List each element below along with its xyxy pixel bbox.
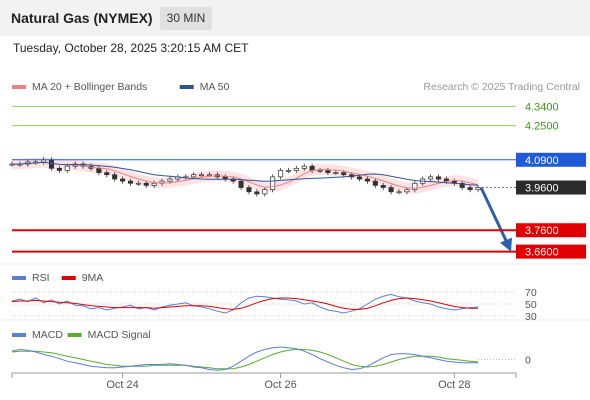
level-label-target: 4.3400 bbox=[525, 101, 559, 113]
candle-body bbox=[246, 187, 252, 193]
candle-body bbox=[341, 172, 347, 176]
level-label-bg-resistance bbox=[516, 152, 586, 167]
candle-body bbox=[48, 159, 55, 169]
candle-body bbox=[135, 182, 141, 185]
candle-body bbox=[467, 187, 473, 191]
candle-body bbox=[167, 178, 173, 182]
rsi-legend-label-0: RSI bbox=[32, 272, 50, 284]
candle-body bbox=[127, 180, 134, 184]
candle-body bbox=[388, 187, 394, 193]
candle-body bbox=[120, 178, 126, 182]
forecast-arrow-head bbox=[500, 237, 512, 252]
candle-body bbox=[428, 176, 434, 180]
level-label-target: 4.2500 bbox=[525, 121, 559, 133]
candle-body bbox=[151, 182, 157, 186]
price-legend-swatch-0 bbox=[12, 85, 26, 89]
candle-body bbox=[317, 170, 323, 172]
bollinger-band bbox=[12, 157, 478, 194]
candle-body bbox=[396, 191, 402, 194]
rsi-ma-line bbox=[11, 297, 478, 310]
level-label-support: 3.7600 bbox=[525, 225, 559, 237]
rsi-legend-swatch-0 bbox=[12, 276, 26, 280]
candle-body bbox=[238, 180, 244, 188]
instrument-title: Natural Gas (NYMEX) bbox=[11, 10, 153, 26]
candle-body bbox=[380, 185, 386, 188]
candle-body bbox=[285, 170, 291, 172]
rsi-tick-label: 30 bbox=[525, 311, 537, 323]
candle-body bbox=[262, 189, 268, 195]
candle-body bbox=[104, 172, 110, 176]
chart-header: Natural Gas (NYMEX) 30 MIN bbox=[0, 0, 590, 36]
macd-legend-label-0: MACD bbox=[32, 329, 63, 341]
candle-body bbox=[364, 178, 370, 182]
candle-body bbox=[356, 176, 363, 180]
candle-body bbox=[293, 167, 299, 171]
candle-body bbox=[254, 191, 260, 195]
candle-body bbox=[404, 189, 410, 193]
candle-body bbox=[96, 167, 102, 173]
level-label-support: 3.6600 bbox=[525, 247, 559, 259]
x-tick-label: Oct 24 bbox=[106, 379, 138, 391]
candle-body bbox=[143, 182, 149, 186]
macd-signal-line bbox=[11, 349, 479, 370]
forecast-arrow bbox=[479, 186, 509, 244]
x-tick-label: Oct 28 bbox=[438, 379, 470, 391]
level-label-bg-support bbox=[516, 223, 586, 238]
rsi-legend-swatch-1 bbox=[61, 276, 76, 280]
candle-body bbox=[435, 176, 442, 180]
level-label-bg-last bbox=[516, 180, 586, 195]
candle-body bbox=[112, 174, 118, 180]
price-legend-label-1: MA 50 bbox=[200, 81, 230, 93]
candle-body bbox=[301, 165, 307, 169]
candle-body bbox=[206, 174, 213, 177]
ma50-line bbox=[12, 161, 479, 186]
candle-body bbox=[412, 182, 418, 191]
rsi-tick-label: 70 bbox=[525, 287, 537, 299]
candle-body bbox=[459, 182, 465, 188]
timeframe-badge[interactable]: 30 MIN bbox=[160, 7, 212, 30]
research-watermark: Research © 2025 Trading Central bbox=[423, 81, 580, 93]
candle-body bbox=[222, 176, 228, 180]
candle-body bbox=[56, 167, 62, 171]
macd-line bbox=[11, 346, 478, 371]
candle-body bbox=[475, 187, 481, 191]
candle-body bbox=[372, 180, 378, 186]
rsi-line bbox=[11, 293, 479, 314]
level-label-resistance: 4.0900 bbox=[525, 155, 559, 167]
candle-body bbox=[199, 174, 205, 177]
macd-tick-label: 0 bbox=[525, 355, 531, 367]
candle-body bbox=[277, 170, 284, 178]
candle-body bbox=[270, 176, 276, 191]
candle-body bbox=[191, 174, 197, 178]
level-label-bg-support bbox=[516, 244, 586, 259]
candle-body bbox=[333, 172, 339, 174]
price-legend-swatch-1 bbox=[179, 85, 194, 89]
macd-legend-swatch-1 bbox=[67, 333, 82, 337]
candle-body bbox=[64, 165, 70, 171]
macd-legend-label-1: MACD Signal bbox=[88, 329, 151, 341]
datetime-label: Tuesday, October 28, 2025 3:20:15 AM CET bbox=[13, 41, 249, 55]
macd-legend-swatch-0 bbox=[12, 333, 26, 337]
level-label-last: 3.9600 bbox=[525, 183, 559, 195]
candle-body bbox=[325, 170, 331, 173]
price-legend-label-0: MA 20 + Bollinger Bands bbox=[32, 81, 147, 93]
x-tick-label: Oct 26 bbox=[264, 379, 296, 391]
rsi-tick-label: 50 bbox=[525, 299, 537, 311]
rsi-legend-label-1: 9MA bbox=[82, 272, 104, 284]
